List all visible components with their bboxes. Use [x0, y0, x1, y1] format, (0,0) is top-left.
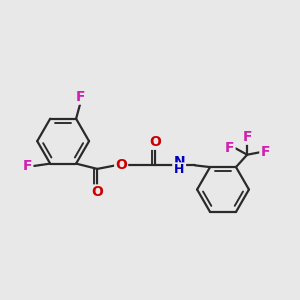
Text: N: N	[173, 155, 185, 169]
Text: O: O	[92, 185, 103, 200]
Text: F: F	[225, 141, 235, 155]
Text: F: F	[76, 90, 85, 104]
Text: F: F	[23, 159, 32, 173]
Text: O: O	[115, 158, 127, 172]
Text: O: O	[149, 135, 161, 149]
Text: H: H	[174, 163, 184, 176]
Text: F: F	[260, 146, 270, 159]
Text: F: F	[242, 130, 252, 144]
